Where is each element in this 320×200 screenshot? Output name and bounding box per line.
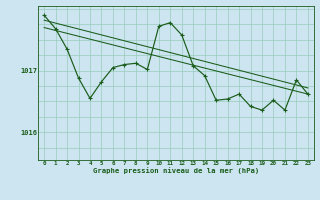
X-axis label: Graphe pression niveau de la mer (hPa): Graphe pression niveau de la mer (hPa) (93, 167, 259, 174)
